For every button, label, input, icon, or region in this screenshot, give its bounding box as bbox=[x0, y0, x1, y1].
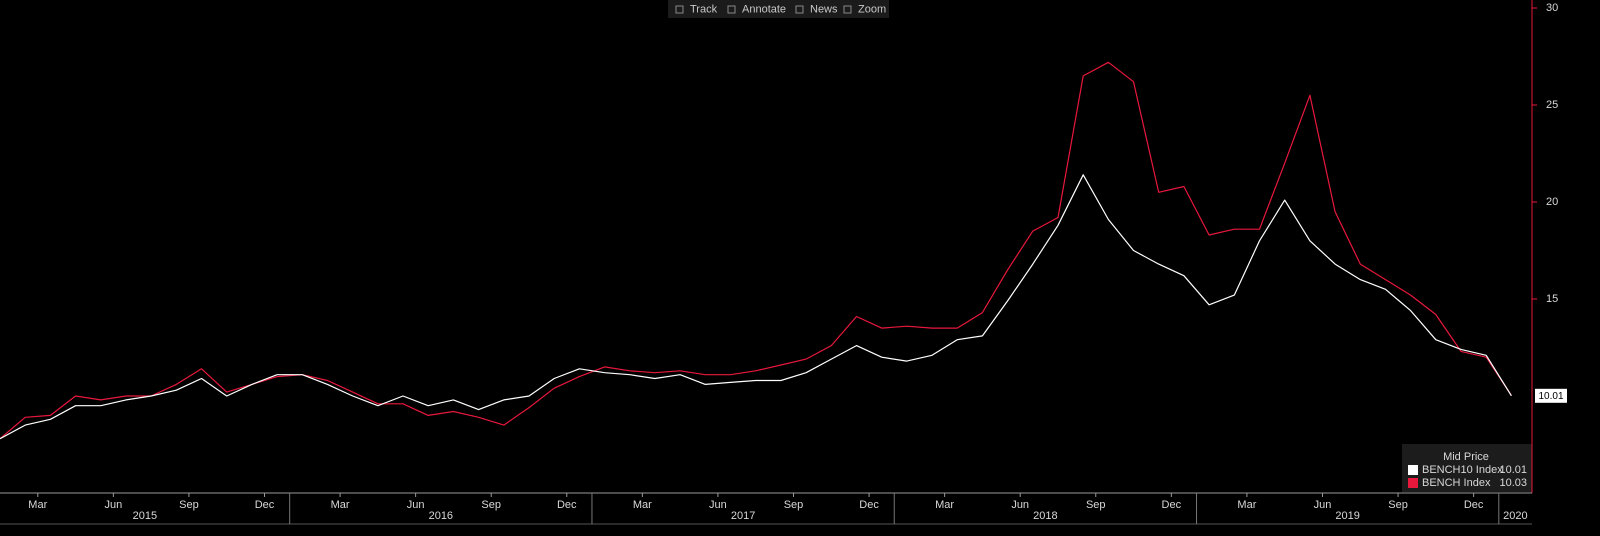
x-tick-label: Sep bbox=[1388, 499, 1408, 511]
toolbar-icon bbox=[727, 5, 736, 14]
year-label: 2016 bbox=[429, 510, 453, 522]
year-label: 2018 bbox=[1033, 510, 1057, 522]
toolbar-button[interactable]: Annotate bbox=[742, 3, 786, 15]
toolbar bbox=[668, 0, 889, 18]
toolbar-icon bbox=[675, 5, 684, 14]
legend-swatch bbox=[1408, 465, 1418, 475]
x-tick-label: Mar bbox=[633, 499, 652, 511]
series-line bbox=[0, 174, 1512, 440]
x-tick-label: Sep bbox=[179, 499, 199, 511]
x-tick-label: Dec bbox=[1162, 499, 1182, 511]
x-tick-label: Mar bbox=[1237, 499, 1256, 511]
x-tick-label: Dec bbox=[1464, 499, 1484, 511]
y-tick-label: 25 bbox=[1546, 99, 1558, 111]
year-label: 2019 bbox=[1335, 510, 1359, 522]
x-tick-label: Mar bbox=[935, 499, 954, 511]
toolbar-button[interactable]: News bbox=[810, 3, 838, 15]
x-tick-label: Jun bbox=[407, 499, 425, 511]
series-line bbox=[0, 61, 1512, 440]
year-label: 2015 bbox=[133, 510, 157, 522]
x-tick-label: Sep bbox=[1086, 499, 1106, 511]
x-tick-label: Sep bbox=[784, 499, 804, 511]
legend-label: BENCH Index bbox=[1422, 477, 1491, 489]
last-price-tag bbox=[1535, 388, 1567, 403]
year-label: 2020 bbox=[1503, 510, 1527, 522]
x-tick-label: Mar bbox=[28, 499, 47, 511]
y-tick-label: 15 bbox=[1546, 293, 1558, 305]
x-tick-label: Dec bbox=[557, 499, 577, 511]
toolbar-icon bbox=[843, 5, 852, 14]
x-tick-label: Jun bbox=[709, 499, 727, 511]
x-tick-label: Jun bbox=[1011, 499, 1029, 511]
toolbar-button[interactable]: Zoom bbox=[858, 3, 886, 15]
y-tick-label: 20 bbox=[1546, 196, 1558, 208]
legend-value: 10.03 bbox=[1499, 477, 1527, 489]
toolbar-button[interactable]: Track bbox=[690, 3, 718, 15]
y-tick-label: 30 bbox=[1546, 2, 1558, 14]
x-tick-label: Sep bbox=[481, 499, 501, 511]
year-label: 2017 bbox=[731, 510, 755, 522]
x-tick-label: Dec bbox=[859, 499, 879, 511]
last-price-label: 10.01 bbox=[1538, 391, 1563, 402]
legend-value: 10.01 bbox=[1499, 464, 1527, 476]
legend-title: Mid Price bbox=[1443, 451, 1489, 463]
x-tick-label: Dec bbox=[255, 499, 275, 511]
legend-label: BENCH10 Index bbox=[1422, 464, 1503, 476]
x-tick-label: Mar bbox=[331, 499, 350, 511]
legend-box bbox=[1402, 444, 1532, 492]
x-tick-label: Jun bbox=[104, 499, 122, 511]
legend-swatch bbox=[1408, 478, 1418, 488]
x-tick-label: Jun bbox=[1314, 499, 1332, 511]
toolbar-icon bbox=[795, 5, 804, 14]
